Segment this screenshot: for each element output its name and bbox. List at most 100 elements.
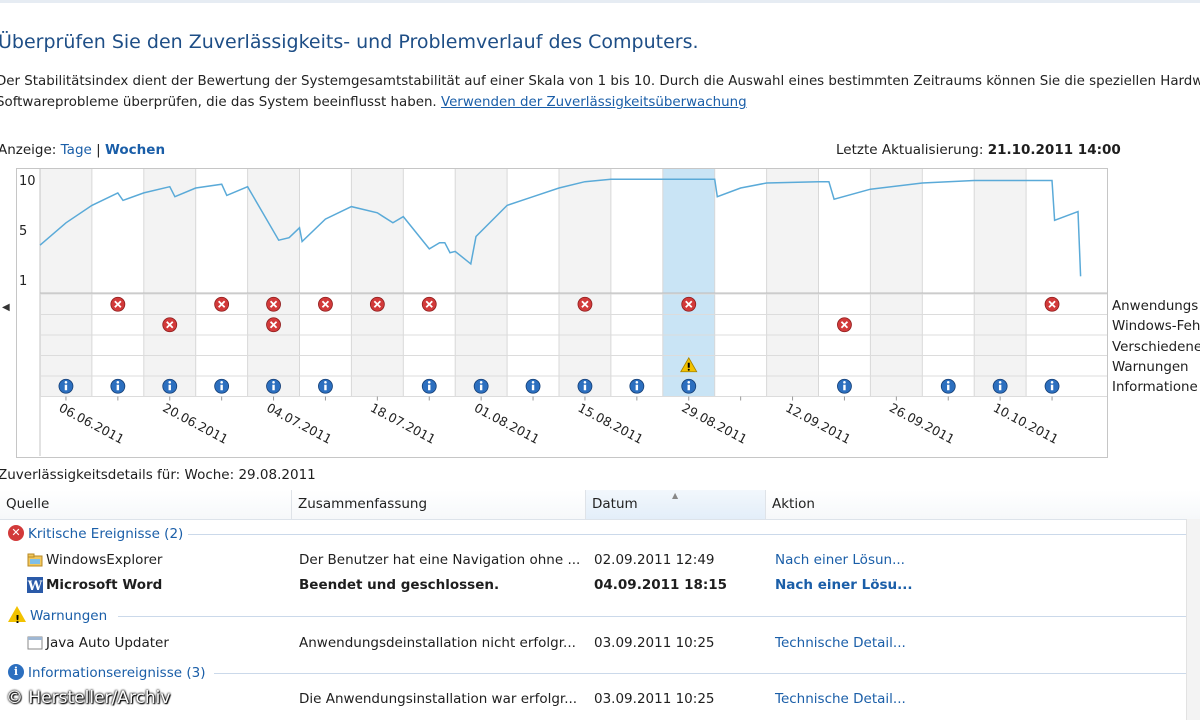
warning-event-icon-dot: [687, 368, 690, 371]
info-event-icon-mark: [324, 384, 327, 391]
week-column: [40, 169, 92, 397]
week-column: [974, 169, 1027, 397]
week-column: [559, 169, 611, 397]
column-header-action[interactable]: Aktion: [772, 496, 815, 512]
week-column: [91, 169, 144, 397]
column-header-date[interactable]: Datum ▲: [586, 490, 766, 519]
info-event-icon-mark: [947, 384, 950, 391]
app-error-event-icon-mark: [114, 300, 122, 308]
last-update: Letzte Aktualisierung: 21.10.2011 14:00: [836, 142, 1121, 158]
info-event-icon-mark: [428, 384, 431, 391]
info-event-icon-dot: [220, 380, 223, 384]
scroll-left-arrow-icon[interactable]: ◀: [2, 302, 10, 313]
info-event-icon-dot: [843, 380, 846, 384]
week-column: [299, 169, 352, 397]
week-column: [870, 169, 923, 397]
view-selector: Anzeige: Tage | Wochen: [0, 142, 165, 158]
information-icon: i: [8, 664, 24, 680]
view-separator: |: [96, 142, 101, 158]
week-column: [247, 169, 300, 397]
word-icon: W: [27, 577, 43, 593]
event-row-labels: Anwendungs Windows-Feh Verschiedene Warn…: [1112, 297, 1200, 398]
source-cell: Java Auto Updater: [27, 631, 169, 655]
windows-error-event-icon-mark: [166, 321, 174, 329]
week-column: [610, 169, 663, 397]
description-line-2-text: Softwareprobleme überprüfen, die das Sys…: [0, 95, 437, 110]
week-column: [195, 169, 248, 397]
action-link[interactable]: Nach einer Lösu...: [775, 577, 913, 593]
source-text: Microsoft Word: [46, 577, 163, 593]
critical-error-icon: ✕: [8, 525, 24, 541]
info-event-icon-dot: [324, 380, 327, 384]
date-cell: 04.09.2011 18:15: [594, 577, 728, 593]
week-column: [714, 169, 767, 397]
warning-icon: !: [8, 606, 26, 626]
info-event-icon-mark: [843, 384, 846, 391]
action-link[interactable]: Technische Detail...: [775, 635, 906, 651]
table-row[interactable]: W Microsoft Word Beendet und geschlossen.…: [0, 573, 1200, 597]
info-event-icon-dot: [946, 380, 950, 384]
column-header-source[interactable]: Quelle: [0, 490, 292, 519]
date-cell: 03.09.2011 10:25: [594, 635, 715, 651]
group-critical-label: Kritische Ereignisse (2): [28, 526, 184, 542]
page-description: Der Stabilitätsindex dient der Bewertung…: [0, 71, 1200, 113]
date-cell: 02.09.2011 12:49: [594, 552, 715, 568]
app-error-event-icon-mark: [321, 300, 330, 308]
action-link[interactable]: Nach einer Lösun...: [775, 552, 905, 568]
windows-error-event-icon-mark: [840, 321, 849, 329]
week-column: [351, 169, 404, 397]
warning-event-icon-mark: [687, 362, 690, 368]
group-divider: [118, 616, 1186, 617]
summary-cell: Anwendungsdeinstallation nicht erfolgr..…: [299, 635, 576, 651]
details-title: Zuverlässigkeitsdetails für: Woche: 29.0…: [0, 467, 316, 483]
info-event-icon-dot: [168, 380, 172, 384]
row-label-app-errors: Anwendungs: [1112, 299, 1199, 314]
info-event-icon-dot: [635, 380, 639, 384]
group-divider: [188, 534, 1186, 535]
page-title: Überprüfen Sie den Zuverlässigkeits- und…: [0, 31, 699, 53]
info-event-icon-mark: [479, 384, 483, 391]
info-event-icon-mark: [272, 384, 275, 391]
info-event-icon-mark: [220, 384, 223, 391]
y-tick-label: 5: [19, 224, 27, 239]
info-event-icon-mark: [635, 384, 639, 391]
week-column: [507, 169, 559, 397]
table-row[interactable]: WindowsExplorer Der Benutzer hat eine Na…: [0, 548, 1200, 572]
view-weeks-link[interactable]: Wochen: [104, 142, 166, 158]
top-border: [0, 0, 1200, 3]
action-link[interactable]: Technische Detail...: [775, 691, 906, 707]
app-error-event-icon-mark: [1048, 300, 1056, 308]
table-row[interactable]: Java Auto Updater Anwendungsdeinstallati…: [0, 631, 1200, 655]
info-event-icon-dot: [64, 380, 68, 384]
y-tick-label: 1: [19, 274, 27, 289]
info-event-icon-dot: [479, 380, 483, 384]
group-warnings-label: Warnungen: [30, 608, 108, 624]
week-column: [818, 169, 871, 397]
vertical-scrollbar[interactable]: [1186, 519, 1200, 720]
app-error-event-icon-mark: [218, 300, 226, 308]
week-column: [403, 169, 456, 397]
info-event-icon-mark: [64, 384, 68, 391]
view-label: Anzeige:: [0, 142, 57, 158]
summary-cell: Die Anwendungsinstallation war erfolgr..…: [299, 691, 578, 707]
row-label-misc-errors: Verschiedene: [1112, 339, 1200, 355]
reliability-help-link[interactable]: Verwenden der Zuverlässigkeitsüberwachun…: [440, 95, 747, 110]
info-event-icon-dot: [427, 380, 431, 384]
row-label-warnings: Warnungen: [1112, 359, 1189, 375]
app-error-event-icon-mark: [269, 300, 278, 308]
svg-text:W: W: [27, 579, 43, 593]
column-header-summary[interactable]: Zusammenfassung: [292, 490, 586, 519]
source-cell: WindowsExplorer: [27, 548, 162, 572]
group-critical-events[interactable]: ✕ Kritische Ereignisse (2): [8, 523, 183, 545]
group-warnings[interactable]: ! Warnungen: [8, 605, 107, 627]
folder-icon: [27, 553, 43, 567]
group-information[interactable]: i Informationsereignisse (3): [8, 662, 205, 684]
view-days-link[interactable]: Tage: [60, 142, 92, 158]
table-row[interactable]: Die Anwendungsinstallation war erfolgr..…: [0, 687, 1200, 711]
summary-cell: Beendet und geschlossen.: [299, 577, 500, 593]
info-event-icon-mark: [1050, 384, 1054, 391]
source-cell: W Microsoft Word: [27, 573, 162, 597]
axis-gutter: [17, 169, 40, 457]
row-label-info: Informatione: [1112, 380, 1198, 396]
